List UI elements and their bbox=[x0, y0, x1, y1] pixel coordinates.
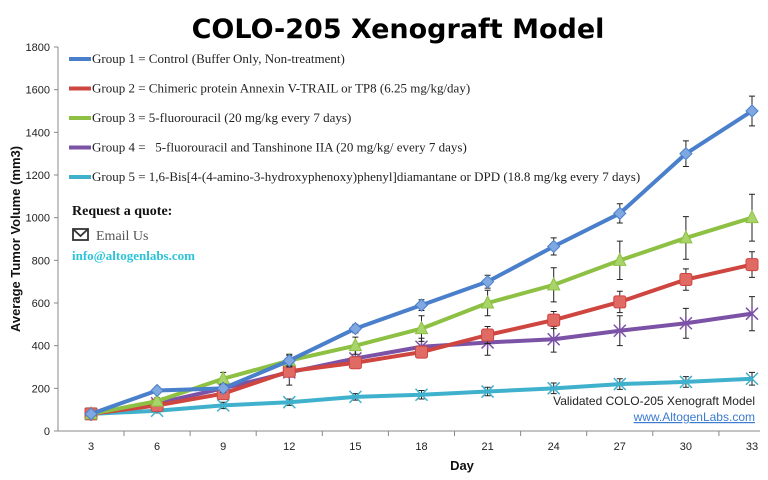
data-point bbox=[415, 345, 428, 359]
data-point bbox=[679, 316, 693, 331]
data-point bbox=[216, 398, 230, 412]
data-point bbox=[613, 323, 627, 338]
x-tick-label: 21 bbox=[481, 441, 493, 453]
data-point bbox=[613, 295, 627, 309]
data-point bbox=[414, 388, 429, 402]
data-point bbox=[414, 320, 429, 335]
y-tick-label: 200 bbox=[32, 383, 50, 395]
data-point bbox=[546, 276, 561, 291]
x-tick-label: 15 bbox=[349, 441, 361, 453]
y-tick-label: 1200 bbox=[26, 170, 50, 182]
legend-label: Group 3 = 5-fluorouracil (20 mg/kg every… bbox=[92, 110, 351, 125]
data-point bbox=[348, 337, 363, 352]
x-tick-label: 9 bbox=[220, 441, 226, 453]
x-tick-label: 33 bbox=[746, 441, 758, 453]
y-axis-label: Average Tumor Volume (mm3) bbox=[8, 146, 23, 332]
x-tick-label: 3 bbox=[88, 441, 94, 453]
data-point bbox=[481, 385, 495, 399]
y-tick-label: 0 bbox=[44, 426, 50, 438]
legend-item-group-4: Group 4 = 5-fluorouracil and Tanshinone … bbox=[69, 140, 467, 155]
data-point bbox=[414, 298, 429, 312]
legend-label: Group 1 = Control (Buffer Only, Non-trea… bbox=[92, 51, 345, 66]
y-tick-label: 600 bbox=[32, 298, 50, 310]
watermark-link[interactable]: www.AltogenLabs.com bbox=[633, 410, 755, 424]
data-point bbox=[546, 239, 561, 254]
data-point bbox=[745, 306, 759, 321]
data-point bbox=[679, 146, 693, 161]
data-point bbox=[282, 353, 297, 368]
data-point bbox=[745, 258, 759, 272]
email-address-link[interactable]: info@altogenlabs.com bbox=[72, 248, 195, 263]
y-tick-label: 800 bbox=[32, 255, 50, 267]
watermark-text: Validated COLO-205 Xenograft Model bbox=[553, 394, 755, 408]
y-tick-label: 1600 bbox=[26, 85, 50, 97]
data-point bbox=[150, 383, 164, 398]
data-point bbox=[613, 206, 627, 221]
legend-item-group-3: Group 3 = 5-fluorouracil (20 mg/kg every… bbox=[69, 110, 351, 125]
y-tick-label: 1800 bbox=[26, 42, 50, 54]
y-tick-label: 1400 bbox=[26, 127, 50, 139]
x-tick-label: 18 bbox=[415, 441, 427, 453]
y-tick-label: 1000 bbox=[26, 213, 50, 225]
x-tick-label: 24 bbox=[548, 441, 560, 453]
data-point bbox=[745, 209, 759, 224]
data-point bbox=[348, 356, 362, 370]
data-point bbox=[84, 407, 98, 421]
data-point bbox=[547, 313, 561, 327]
y-tick-label: 400 bbox=[32, 341, 50, 353]
data-point bbox=[745, 104, 759, 118]
legend-item-group-1: Group 1 = Control (Buffer Only, Non-trea… bbox=[69, 51, 345, 66]
data-point bbox=[679, 229, 693, 244]
x-tick-label: 12 bbox=[283, 441, 295, 453]
data-point bbox=[480, 294, 495, 309]
email-us-link[interactable]: Email Us bbox=[96, 229, 149, 244]
data-point bbox=[547, 332, 561, 347]
x-tick-label: 30 bbox=[680, 441, 692, 453]
data-point bbox=[679, 273, 693, 287]
series-group-1 bbox=[84, 95, 759, 421]
email-icon[interactable] bbox=[72, 228, 89, 241]
legend-label: Group 4 = 5-fluorouracil and Tanshinone … bbox=[92, 140, 467, 155]
data-point bbox=[348, 390, 362, 404]
data-point bbox=[679, 375, 693, 389]
data-point bbox=[613, 377, 627, 391]
x-tick-label: 27 bbox=[614, 441, 626, 453]
data-point bbox=[216, 381, 230, 396]
x-tick-label: 6 bbox=[154, 441, 160, 453]
legend-item-group-2: Group 2 = Chimeric protein Annexin V-TRA… bbox=[69, 81, 470, 96]
chart-title: COLO-205 Xenograft Model bbox=[192, 14, 605, 45]
request-quote-label: Request a quote: bbox=[72, 204, 172, 219]
legend-label: Group 2 = Chimeric protein Annexin V-TRA… bbox=[92, 81, 470, 96]
data-point bbox=[547, 381, 561, 395]
data-point bbox=[150, 393, 164, 407]
x-axis-label: Day bbox=[450, 458, 475, 473]
data-point bbox=[348, 321, 363, 336]
data-point bbox=[745, 372, 759, 386]
legend-label: Group 5 = 1,6-Bis[4-(4-amino-3-hydroxyph… bbox=[92, 169, 640, 184]
data-point bbox=[612, 252, 627, 266]
data-point bbox=[481, 328, 495, 342]
legend-item-group-5: Group 5 = 1,6-Bis[4-(4-amino-3-hydroxyph… bbox=[69, 169, 640, 184]
data-point bbox=[282, 395, 296, 409]
data-point bbox=[480, 274, 495, 289]
